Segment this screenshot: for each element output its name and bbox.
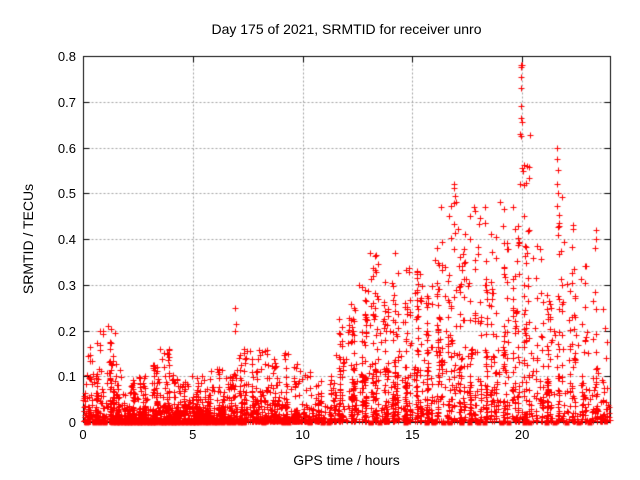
y-tick-label: 0.7 xyxy=(57,94,76,110)
x-tick-label: 5 xyxy=(189,427,197,442)
y-tick-label: 0.3 xyxy=(57,277,76,293)
y-tick-label: 0.6 xyxy=(57,140,76,156)
x-tick-label: 15 xyxy=(405,427,420,442)
y-tick-label: 0.2 xyxy=(57,323,76,339)
y-tick-label: 0 xyxy=(68,415,76,430)
x-tick-label: 20 xyxy=(514,427,530,442)
x-tick-label: 10 xyxy=(295,427,310,442)
y-tick-label: 0.1 xyxy=(57,369,76,385)
chart-title: Day 175 of 2021, SRMTID for receiver unr… xyxy=(211,21,482,37)
x-axis-label: GPS time / hours xyxy=(293,452,400,468)
y-tick-label: 0.5 xyxy=(57,186,76,202)
x-tick-label: 0 xyxy=(79,427,87,442)
y-tick-label: 0.8 xyxy=(57,49,76,64)
y-tick-label: 0.4 xyxy=(57,232,76,247)
